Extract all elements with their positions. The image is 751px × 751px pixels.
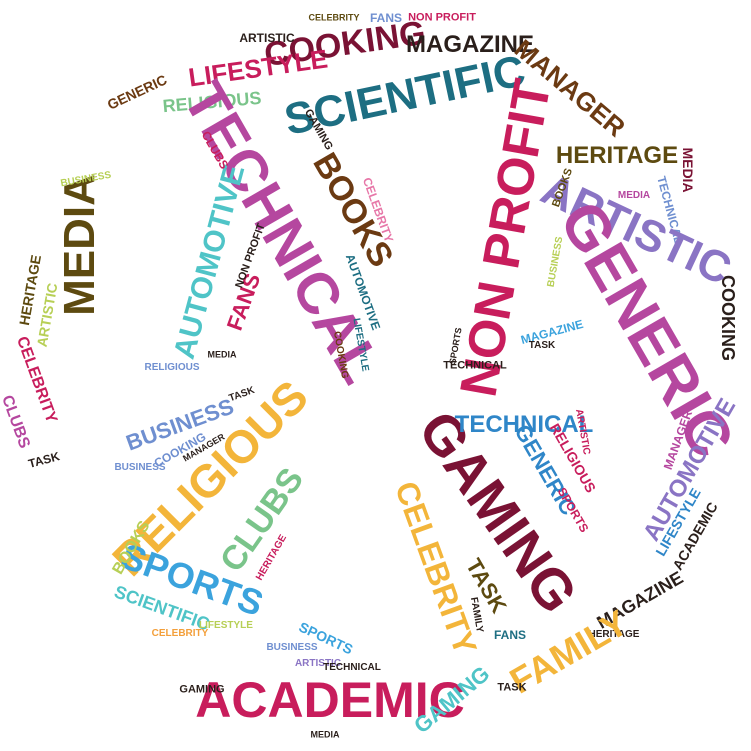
- word-media: MEDIA: [310, 729, 340, 740]
- word-media: MEDIA: [617, 190, 651, 201]
- word-task: TASK: [528, 340, 556, 351]
- word-technical: TECHNICAL: [323, 662, 381, 673]
- word-cooking: COOKING: [718, 274, 738, 362]
- word-business: BUSINESS: [114, 462, 166, 473]
- word-media: MEDIA: [55, 174, 104, 316]
- word-automotive: AUTOMOTIVE: [167, 161, 252, 363]
- word-technical: TECHNICAL: [443, 359, 507, 372]
- word-technical: TECHNICAL: [454, 411, 594, 438]
- word-media: MEDIA: [207, 349, 237, 360]
- word-celebrity: CELEBRITY: [151, 628, 209, 639]
- word-religious: RELIGIOUS: [144, 362, 200, 373]
- word-celebrity: CELEBRITY: [308, 12, 360, 23]
- word-artistic: ARTISTIC: [294, 658, 342, 669]
- word-media: MEDIA: [680, 147, 696, 193]
- word-academic: ACADEMIC: [195, 672, 465, 728]
- word-lifestyle: LIFESTYLE: [199, 620, 253, 631]
- word-business: BUSINESS: [545, 235, 566, 289]
- word-gaming: GAMING: [179, 683, 225, 696]
- word-task: TASK: [497, 681, 527, 694]
- word-non-profit: NON PROFIT: [449, 75, 563, 401]
- word-artistic: ARTISTIC: [239, 31, 295, 45]
- word-generic: GENERIC: [104, 71, 170, 113]
- word-heritage: HERITAGE: [588, 629, 640, 640]
- word-business: BUSINESS: [266, 642, 318, 653]
- word-heritage: HERITAGE: [555, 142, 679, 169]
- word-clubs: CLUBS: [0, 393, 33, 451]
- word-fans: FANS: [493, 628, 527, 642]
- word-non-profit: NON PROFIT: [408, 11, 476, 24]
- word-fans: FANS: [369, 11, 403, 25]
- word-magazine: MAGAZINE: [406, 31, 534, 58]
- word-task: TASK: [26, 449, 62, 471]
